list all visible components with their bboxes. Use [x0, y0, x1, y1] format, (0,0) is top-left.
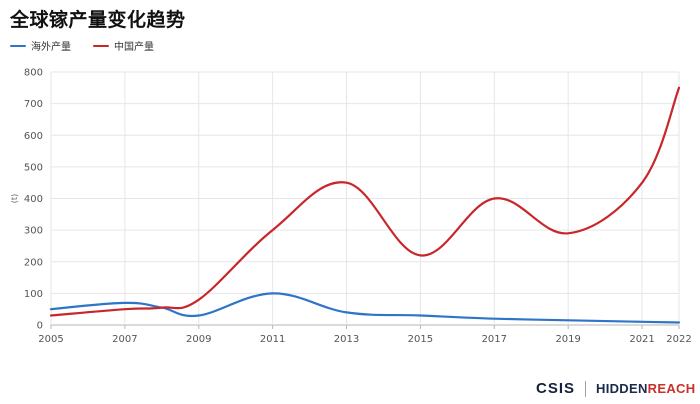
data-point: [198, 299, 200, 301]
footer-divider: [585, 380, 587, 397]
data-point: [50, 314, 52, 316]
x-tick-label: 2013: [334, 334, 359, 345]
y-tick-label: 300: [24, 226, 43, 237]
data-point: [50, 308, 52, 310]
chart-legend: 海外产量 中国产量: [10, 38, 176, 53]
data-point: [493, 197, 495, 199]
data-point: [345, 311, 347, 313]
series-line-china: [49, 86, 681, 317]
data-point: [124, 308, 126, 310]
x-tick-label: 2007: [112, 334, 137, 345]
data-point: [678, 321, 680, 323]
data-point: [567, 319, 569, 321]
x-tick-label: 2021: [629, 334, 654, 345]
x-tick-label: 2022: [666, 334, 691, 345]
data-point: [345, 181, 347, 183]
csis-logo-text: CSIS: [536, 380, 576, 397]
data-point: [493, 317, 495, 319]
x-tick-label: 2011: [260, 334, 285, 345]
legend-label-china: 中国产量: [114, 42, 154, 53]
x-tick-label: 2019: [555, 334, 580, 345]
data-point: [271, 292, 273, 294]
data-point: [567, 232, 569, 234]
y-tick-label: 200: [24, 257, 43, 268]
y-tick-label: 800: [24, 68, 43, 79]
hiddenreach-logo-text-2: REACH: [647, 381, 696, 396]
data-point: [419, 314, 421, 316]
data-point: [198, 314, 200, 316]
series-line-overseas: [49, 292, 681, 324]
legend-item-china[interactable]: 中国产量: [93, 38, 154, 53]
y-tick-label: 600: [24, 131, 43, 142]
data-point: [641, 181, 643, 183]
x-tick-label: 2005: [38, 334, 63, 345]
data-point: [161, 306, 163, 308]
y-tick-label: 400: [24, 194, 43, 205]
legend-swatch-overseas: [10, 44, 26, 47]
data-point: [271, 229, 273, 231]
x-tick-label: 2009: [186, 334, 211, 345]
legend-swatch-china: [93, 44, 109, 47]
y-tick-label: 500: [24, 162, 43, 173]
hiddenreach-logo-text-1: HIDDEN: [596, 381, 648, 396]
legend-item-overseas[interactable]: 海外产量: [10, 38, 71, 53]
y-tick-label: 700: [24, 99, 43, 110]
chart-title: 全球镓产量变化趋势: [10, 9, 186, 31]
x-tick-label: 2017: [482, 334, 507, 345]
data-point: [641, 321, 643, 323]
x-tick-label: 2015: [408, 334, 433, 345]
y-axis-label: (t): [10, 194, 19, 203]
data-point: [124, 302, 126, 304]
y-tick-label: 0: [37, 321, 43, 332]
legend-label-overseas: 海外产量: [31, 42, 71, 53]
data-point: [678, 87, 680, 89]
y-tick-label: 100: [24, 289, 43, 300]
footer-brand: CSIS HIDDEN REACH: [536, 380, 695, 397]
data-point: [419, 254, 421, 256]
